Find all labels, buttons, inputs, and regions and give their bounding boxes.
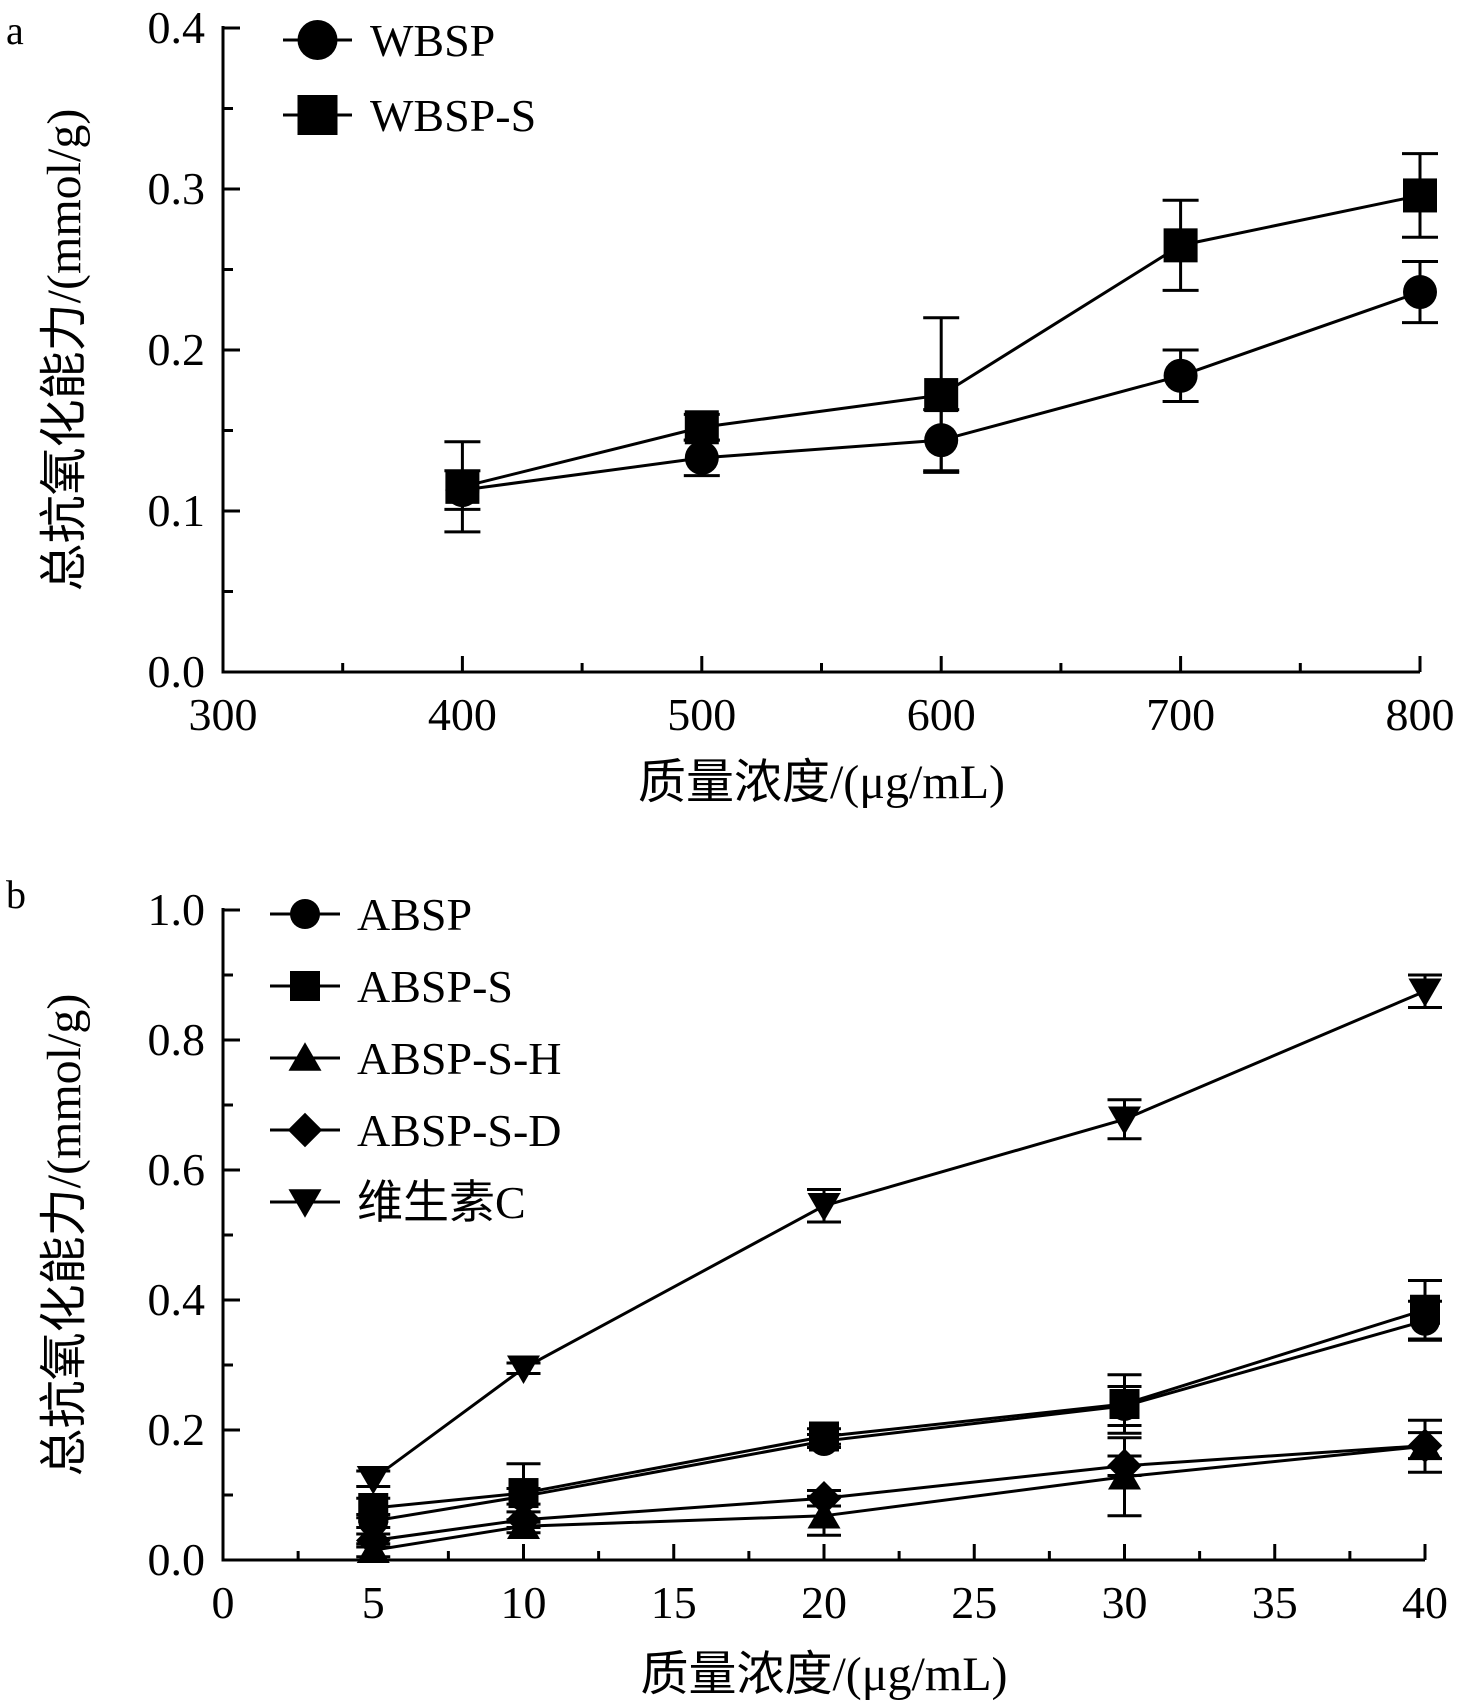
panel-a-legend: WBSP WBSP-S <box>283 15 536 141</box>
panel-a-chart: a 300 400 500 600 700 800 0.0 0.1 0.2 0.3 0.4 质量浓度/(… <box>6 2 1455 809</box>
panel-b-data-point <box>1109 1389 1140 1419</box>
panel-b-x-tick-label: 35 <box>1252 1577 1298 1628</box>
panel-a-data-point <box>1403 178 1437 213</box>
panel-b-series-3 <box>356 1428 1443 1558</box>
panel-a-y-axis-title: 总抗氧化能力/(mmol/g) <box>38 109 91 592</box>
panel-b-data-point <box>1408 978 1442 1007</box>
panel-b-x-tick-label: 5 <box>362 1577 385 1628</box>
panel-a-x-tick-label: 500 <box>667 689 736 740</box>
panel-b-data-point <box>1108 1106 1141 1136</box>
panel-a-y-tick-label: 0.2 <box>148 324 206 375</box>
panel-b-legend-label: ABSP <box>357 889 472 940</box>
panel-a-y-tick-label: 0.3 <box>148 163 206 214</box>
panel-b-x-tick-label: 30 <box>1102 1577 1148 1628</box>
panel-b-y-axis-title: 总抗氧化能力/(mmol/g) <box>38 994 91 1477</box>
panel-b-legend-marker <box>288 1189 322 1218</box>
panel-a-x-tick-label: 600 <box>907 689 976 740</box>
panel-a-data-point <box>684 440 719 475</box>
panel-a-data-point <box>1163 358 1198 393</box>
panel-b-x-tick-label: 25 <box>951 1577 997 1628</box>
panel-b-series-4 <box>356 973 1442 1495</box>
panel-b-y-tick-label: 0.0 <box>148 1534 206 1585</box>
panel-a-data-point <box>1163 228 1198 263</box>
panel-b-legend-label: ABSP-S <box>357 961 513 1012</box>
panel-a-x-tick-label: 800 <box>1386 689 1455 740</box>
panel-a-y-tick-label: 0.0 <box>148 646 206 697</box>
panel-b-data-point <box>358 1493 389 1523</box>
panel-b-data-point <box>807 1193 841 1222</box>
panel-a-y-tick-label: 0.1 <box>148 485 206 536</box>
panel-b-data-point <box>356 1523 391 1558</box>
panel-b-data-point <box>806 1481 842 1516</box>
panel-b-legend-marker <box>287 1112 323 1148</box>
panel-b-y-tick-label: 0.6 <box>148 1144 206 1195</box>
panel-a-x-axis-title: 质量浓度/(μg/mL) <box>638 756 1005 809</box>
panel-b-y-tick-label: 0.2 <box>148 1404 206 1455</box>
panel-b-series-1 <box>356 1279 1442 1524</box>
panel-b-legend: ABSP ABSP-S ABSP-S-H ABSP-S-D 维生素C <box>270 889 562 1228</box>
panel-b-legend-label: ABSP-S-D <box>357 1105 562 1156</box>
panel-b-x-axis-title: 质量浓度/(μg/mL) <box>640 1648 1007 1701</box>
panel-b-data-point <box>1107 1448 1142 1483</box>
panel-b-x-tick-label: 20 <box>801 1577 847 1628</box>
panel-a-letter: a <box>6 8 24 53</box>
panel-a-legend-label: WBSP-S <box>370 90 536 141</box>
panel-b-y-tick-label: 0.4 <box>148 1274 206 1325</box>
panel-a-data-point <box>924 378 959 413</box>
panel-b-data-point <box>809 1421 839 1452</box>
panel-b-data-point <box>507 1355 540 1384</box>
panel-a-data-point <box>1403 275 1437 310</box>
panel-b-x-tick-label: 10 <box>501 1577 547 1628</box>
panel-b-x-tick-label: 0 <box>212 1577 235 1628</box>
panel-a-legend-marker <box>297 95 338 135</box>
panel-a-data-point <box>684 410 719 445</box>
panel-b-data-point <box>506 1502 541 1537</box>
panel-b-y-tick-label: 0.8 <box>148 1014 206 1065</box>
panel-b-data-point <box>1407 1428 1443 1463</box>
panel-a-x-tick-label: 400 <box>428 689 497 740</box>
panel-a-x-tick-label: 700 <box>1146 689 1215 740</box>
panel-a-x-tick-label: 300 <box>189 689 258 740</box>
panel-b-legend-marker <box>288 1042 322 1071</box>
panel-b-x-tick-label: 15 <box>651 1577 697 1628</box>
panel-b-data-point <box>356 1466 390 1495</box>
panel-b-legend-marker <box>290 899 320 929</box>
panel-b-chart: b 0 5 10 15 20 25 30 35 40 0.0 0.2 0.4 0.6 0.8 1.0 质量浓度/… <box>6 872 1448 1701</box>
panel-b-x-tick-label: 40 <box>1402 1577 1448 1628</box>
panel-b-legend-label: 维生素C <box>357 1177 526 1228</box>
panel-a-legend-label: WBSP <box>370 15 495 66</box>
panel-a-y-tick-label: 0.4 <box>148 2 206 53</box>
panel-b-data-point <box>1410 1294 1440 1325</box>
panel-a-legend-marker <box>297 20 338 60</box>
panel-b-legend-label: ABSP-S-H <box>357 1033 562 1084</box>
panel-b-letter: b <box>6 872 26 917</box>
panel-a-series-1 <box>444 152 1438 534</box>
panel-b-legend-marker <box>290 971 320 1001</box>
panel-a-data-point <box>445 469 480 504</box>
panel-b-y-tick-label: 1.0 <box>148 884 206 935</box>
